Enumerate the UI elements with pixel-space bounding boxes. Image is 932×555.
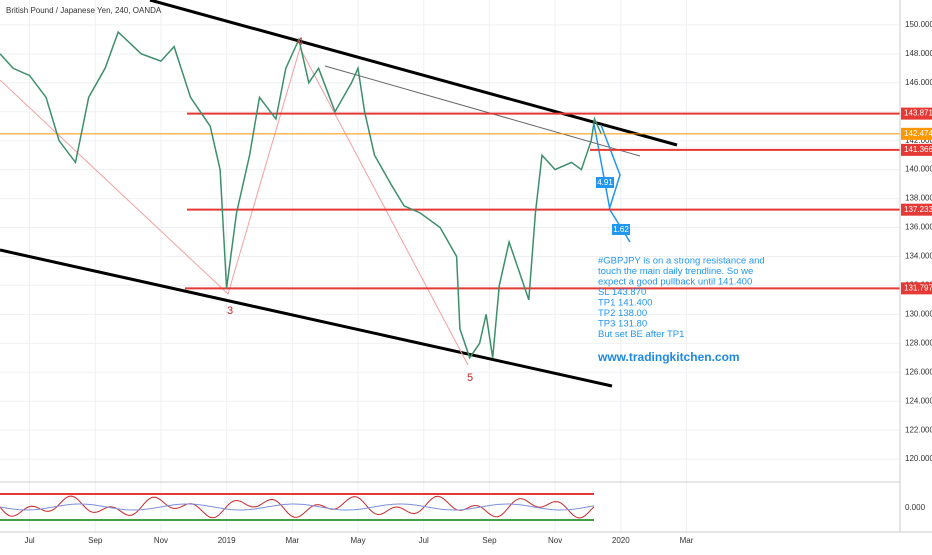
projection: [600, 124, 621, 211]
grid: [0, 0, 900, 532]
wave-line: [0, 46, 469, 366]
annotation: #GBPJPY is on a strong resistance andtou…: [598, 256, 765, 341]
annotation-line: TP2 138.00: [598, 308, 647, 319]
measure-box: [612, 224, 630, 235]
annotation-line: But set BE after TP1: [598, 329, 684, 340]
y-tick-label: 126.000: [905, 367, 932, 376]
wave-label: 4: [297, 36, 303, 48]
y-tick-label: 128.000: [905, 338, 932, 347]
indicator: [0, 495, 595, 519]
x-tick-label: Sep: [482, 536, 497, 545]
trendline: [0, 248, 613, 388]
y-tick-label: 130.000: [905, 309, 932, 318]
x-tick-label: 2020: [612, 536, 630, 545]
trendline: [324, 65, 641, 157]
x-tick-label: 2019: [218, 536, 236, 545]
level-box: [901, 203, 932, 216]
level-label: 143.871: [904, 109, 932, 118]
level-box: [901, 107, 932, 120]
y-tick-label: 146.000: [905, 78, 932, 87]
annotation-line: SL 143.870: [598, 287, 646, 298]
y-tick-label: 134.000: [905, 252, 932, 261]
wave-label: 5: [467, 372, 473, 384]
annotation-line: touch the main daily trendline. So we: [598, 266, 753, 277]
y-tick-label: 148.000: [905, 49, 932, 58]
measure-label: 4.91: [597, 178, 613, 187]
wave-label: 3: [227, 305, 233, 317]
x-tick-label: Nov: [154, 536, 168, 545]
level-label: 141.366: [904, 145, 932, 154]
y-tick-label: 150.000: [905, 20, 932, 29]
y-tick-label: 140.000: [905, 165, 932, 174]
level-label: 131.797: [904, 283, 932, 292]
annotation-line: TP3 131.80: [598, 319, 647, 330]
level-box: [901, 143, 932, 156]
level-label: 137.233: [904, 205, 932, 214]
x-tick-label: Jul: [24, 536, 34, 545]
annotation-line: expect a good pullback until 141.400: [598, 277, 752, 288]
website: www.tradingkitchen.com: [597, 350, 740, 364]
level-box: [901, 127, 932, 140]
y-tick-label: 122.000: [905, 425, 932, 434]
y-tick-label: 136.000: [905, 223, 932, 232]
trendline: [149, 0, 678, 147]
indicator-line: [0, 495, 595, 519]
level-box: [901, 282, 932, 295]
x-tick-label: Sep: [88, 536, 103, 545]
axes: 120.000 122.000 124.000 126.000 128.000 130.0…: [24, 20, 932, 545]
y-tick-label: 142.000: [905, 136, 932, 145]
price-line: [0, 30, 602, 360]
chart-title: British Pound / Japanese Yen, 240, OANDA: [6, 6, 162, 15]
x-tick-label: Nov: [548, 536, 562, 545]
level-label: 142.474: [904, 129, 932, 138]
x-tick-label: Mar: [285, 536, 299, 545]
y-tick-label: 120.000: [905, 454, 932, 463]
indicator-signal: [0, 503, 595, 511]
measure-box: [596, 177, 614, 188]
indicator-axis-label: 0.000: [905, 503, 926, 512]
measure-label: 1.62: [613, 225, 629, 234]
annotation-line: #GBPJPY is on a strong resistance and: [598, 256, 765, 267]
x-tick-label: Jul: [419, 536, 429, 545]
y-tick-label: 124.000: [905, 396, 932, 405]
x-tick-label: Mar: [680, 536, 694, 545]
y-tick-label: 138.000: [905, 194, 932, 203]
x-tick-label: May: [350, 536, 365, 545]
annotation-line: TP1 141.400: [598, 298, 652, 309]
plot: [0, 30, 900, 360]
